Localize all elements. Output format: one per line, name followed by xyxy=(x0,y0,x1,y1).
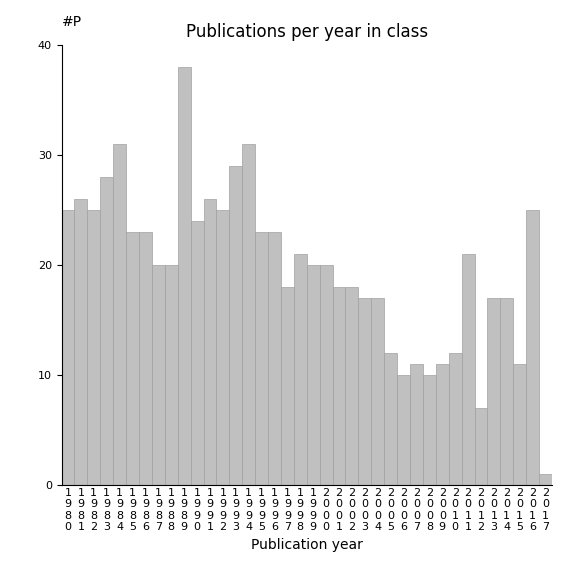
Bar xyxy=(475,408,488,485)
Bar xyxy=(62,210,74,485)
Bar xyxy=(126,232,139,485)
Bar xyxy=(307,265,320,485)
Bar xyxy=(423,375,436,485)
Title: Publications per year in class: Publications per year in class xyxy=(186,23,428,41)
Bar xyxy=(113,144,126,485)
Bar xyxy=(204,199,217,485)
Bar xyxy=(191,221,204,485)
Bar xyxy=(384,353,397,485)
Bar xyxy=(397,375,410,485)
Bar xyxy=(371,298,384,485)
X-axis label: Publication year: Publication year xyxy=(251,538,363,552)
Bar xyxy=(87,210,100,485)
Bar xyxy=(294,254,307,485)
Bar xyxy=(320,265,333,485)
Bar xyxy=(462,254,475,485)
Bar xyxy=(177,67,191,485)
Bar xyxy=(526,210,539,485)
Text: #P: #P xyxy=(62,15,82,29)
Bar xyxy=(229,166,242,485)
Bar xyxy=(139,232,152,485)
Bar xyxy=(410,364,423,485)
Bar xyxy=(436,364,448,485)
Bar xyxy=(165,265,177,485)
Bar xyxy=(345,287,358,485)
Bar xyxy=(74,199,87,485)
Bar xyxy=(268,232,281,485)
Bar xyxy=(255,232,268,485)
Bar xyxy=(539,474,552,485)
Bar xyxy=(448,353,462,485)
Bar xyxy=(217,210,229,485)
Bar xyxy=(281,287,294,485)
Bar xyxy=(100,177,113,485)
Bar xyxy=(242,144,255,485)
Bar xyxy=(152,265,165,485)
Bar xyxy=(333,287,345,485)
Bar xyxy=(488,298,500,485)
Bar xyxy=(513,364,526,485)
Bar xyxy=(500,298,513,485)
Bar xyxy=(358,298,371,485)
